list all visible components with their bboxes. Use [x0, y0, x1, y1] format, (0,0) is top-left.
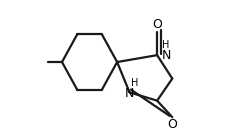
Text: N: N	[124, 87, 134, 100]
Text: N: N	[161, 49, 171, 62]
Text: O: O	[151, 18, 161, 31]
Text: H: H	[131, 78, 138, 88]
Text: O: O	[166, 118, 176, 131]
Text: H: H	[161, 40, 168, 50]
